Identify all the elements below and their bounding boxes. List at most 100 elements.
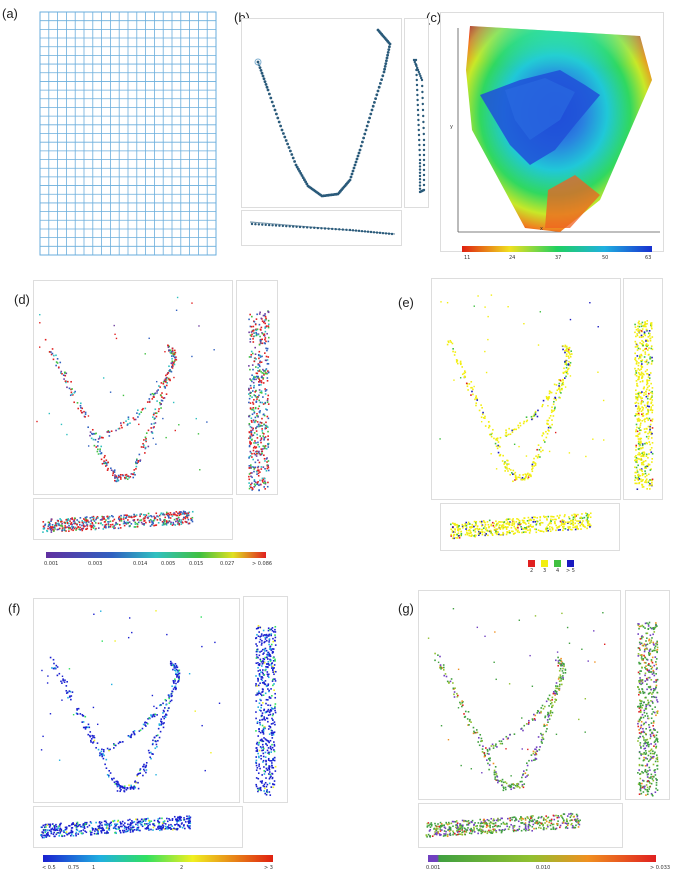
panel-g-point [550,714,553,717]
panel-f-bottom-point [137,829,140,832]
panel-e-point [542,433,545,435]
panel-f-bottom-point [44,824,46,826]
panel-f-bottom-point [144,823,146,825]
panel-f-point [164,716,167,718]
panel-d-bottom-point [177,512,179,515]
panel-f-side-point [267,662,270,665]
panel-e-bottom-point [535,523,538,526]
panel-e-point [515,428,517,431]
panel-f-side-point [266,673,269,676]
panel-e-point [501,460,504,462]
panel-e-side-point [634,479,636,482]
panel-e-side-point [635,372,638,374]
panel-e-side-point [641,413,643,416]
panel-d-side-point [260,453,263,456]
panel-f-point [174,685,177,688]
panel-e-point [535,455,537,457]
trajectory-point [420,76,423,80]
panel-g-side-point [643,711,646,714]
panel-d-side-point [262,378,264,380]
panel-d-side-point [256,473,258,475]
trajectory-point [258,66,262,69]
panel-e-outlier [547,405,549,407]
panel-d-point [114,479,116,482]
panel-e-bottom-point [465,529,468,532]
panel-d-point [103,456,106,459]
panel-d-side-point [250,356,252,358]
panel-d-side-point [259,340,262,343]
panel-d-side-point [264,326,267,329]
panel-d-point [155,415,158,418]
panel-e-point [491,432,493,435]
panel-f-bottom-point [129,822,132,824]
panel-e-bottom-point [549,530,552,533]
panel-e-bottom-point [477,529,479,531]
panel-e-bottom-point [456,537,459,539]
panel-g-point [536,712,539,714]
panel-f-point [121,785,124,788]
panel-d-bottom-point [112,515,114,518]
panel-e-side-point [636,461,638,464]
panel-f-bottom-point [83,826,85,829]
panel-d-point [69,394,72,397]
panel-f-point [55,664,58,667]
panel-g-outlier [555,733,558,736]
panel-e-side-point [636,397,639,400]
panel-e-side-point [646,417,649,420]
panel-e-bottom-point [577,522,580,525]
panel-d-side-point [249,313,251,316]
panel-f-point [133,730,136,732]
panel-g-point [562,662,565,665]
panel-e-bottom-point [513,522,516,525]
panel-d-point [135,465,138,468]
panel-g-point [510,786,513,788]
panel-d-bottom-point [79,523,81,526]
panel-f-side-point [262,629,265,632]
panel-e-bottom-point [529,525,532,527]
panel-e-side-point [637,442,640,445]
panel-d-bottom-point [191,520,194,523]
panel-d-side-point [264,426,267,429]
panel-e-point [449,339,452,342]
panel-g-point [488,753,490,755]
panel-d-point [92,438,95,441]
panel-e-bottom-point [479,520,481,523]
panel-e-point [559,379,562,382]
panel-f-side-point [272,656,275,659]
panel-d-side-point [266,372,268,375]
panel-f-bottom-point [85,831,88,834]
panel-g-point [461,701,464,704]
panel-e-point [495,445,498,448]
panel-e-bottom-point [502,533,505,535]
panel-g-point [518,786,521,789]
panel-f-point [114,783,117,785]
panel-f-side-point [259,721,261,724]
panel-f-point [165,713,167,716]
panel-d-side-point [256,482,259,484]
panel-d-point [133,469,136,471]
panel-d-bottom-point [152,521,154,524]
panel-g-point [542,707,545,710]
panel-g-outlier [510,775,512,777]
panel-f-side-point [267,759,270,761]
panel-d-bottom-point [184,516,187,518]
panel-e-side-point [636,488,639,491]
panel-f-side-point [263,727,266,730]
panel-e-point [515,475,517,478]
trajectory-point [417,133,421,137]
panel-f-side-point [267,654,269,657]
panel-d-point [76,402,79,404]
panel-f-bottom-point [99,823,102,825]
panel-f-side-point [261,688,264,690]
panel-e-point [564,349,566,352]
panel-f-point [162,702,164,705]
panel-e-point [520,478,523,481]
panel-f-point [150,757,152,760]
panel-d-point [160,407,162,409]
panel-g-point [456,692,458,695]
panel-g-side-point [648,750,650,753]
panel-e-side-point [649,483,651,485]
panel-f-bottom-point [164,827,167,830]
panel-f-bottom-point [91,827,94,830]
panel-e-bottom-point [576,520,578,522]
